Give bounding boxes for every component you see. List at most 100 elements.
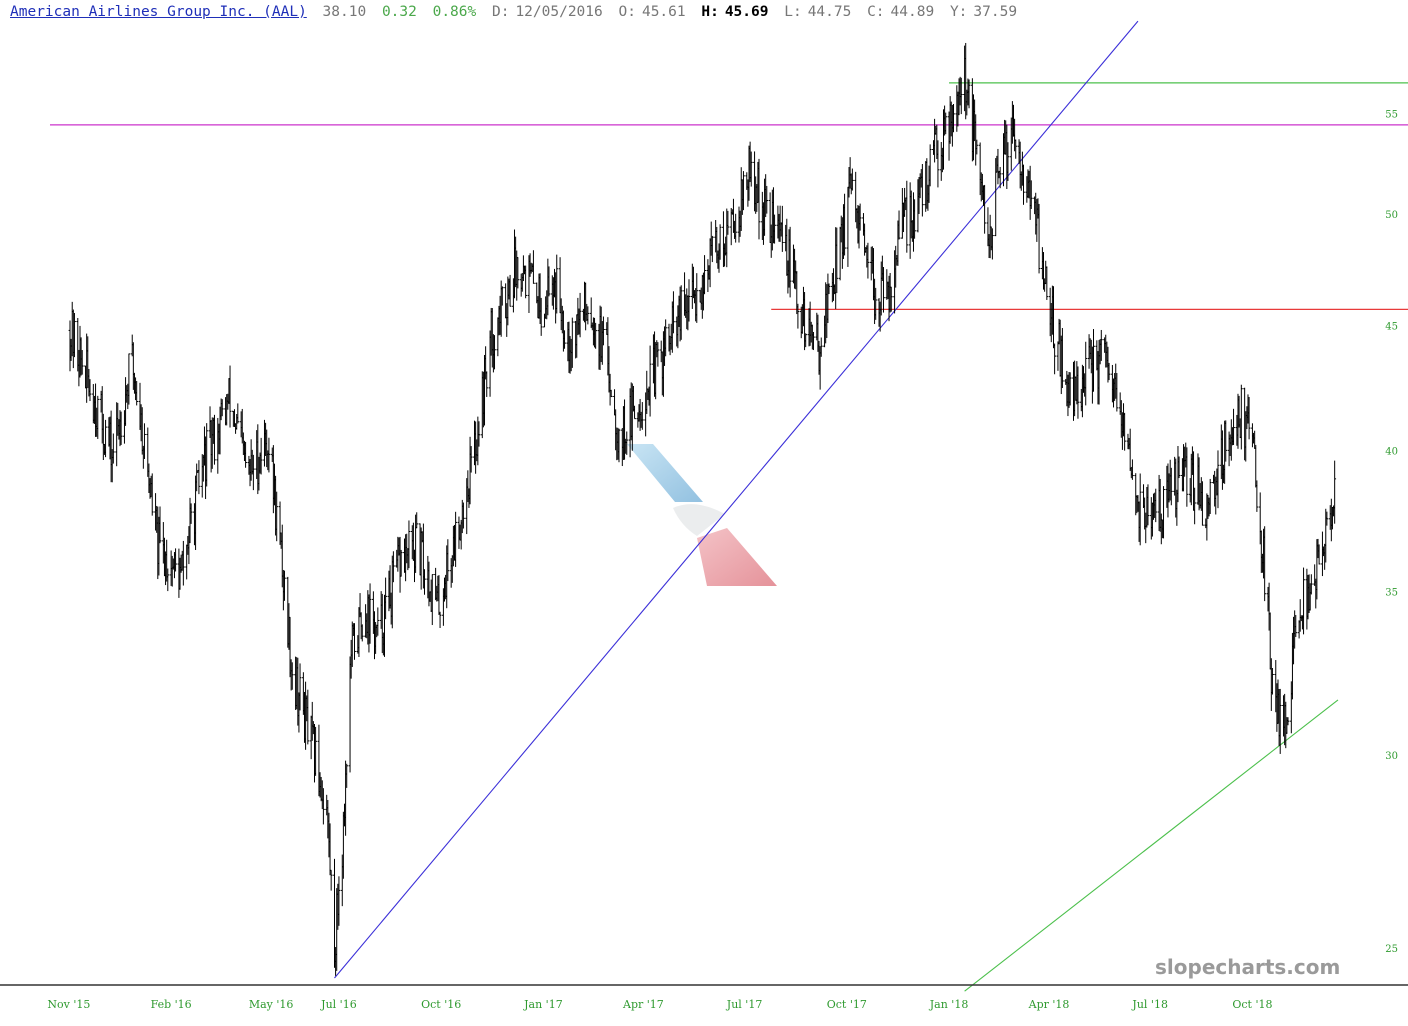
low-value: 44.75 <box>807 4 852 20</box>
ohlc-bar <box>586 306 590 325</box>
ohlc-bar <box>1068 372 1072 406</box>
x-tick-label: Jan '18 <box>929 998 969 1011</box>
ohlc-bar <box>1029 180 1033 209</box>
ohlc-bar <box>1169 467 1173 506</box>
ohlc-bar <box>430 574 434 626</box>
ohlc-bar <box>687 279 691 322</box>
ohlc-bar <box>827 283 831 295</box>
ohlc-bar <box>570 317 574 368</box>
ohlc-bar <box>73 312 76 358</box>
ohlc-bar <box>1333 460 1337 524</box>
ohlc-bar <box>1193 487 1197 525</box>
close-label: C: <box>867 4 885 20</box>
ohlc-bar <box>835 227 839 294</box>
ohlc-bar <box>664 319 668 357</box>
y-readout: Y: 37.59 <box>950 4 1017 20</box>
ohlc-bar <box>119 411 123 445</box>
open-label: O: <box>618 4 636 20</box>
ohlc-bar <box>1037 203 1041 274</box>
ohlc-bar <box>749 151 753 187</box>
ohlc-bar <box>780 205 784 252</box>
ohlc-bar <box>267 437 271 473</box>
close-value: 44.89 <box>890 4 935 20</box>
ohlc-bar <box>88 379 92 402</box>
ohlc-bar <box>353 623 356 660</box>
ohlc-bar <box>788 226 792 298</box>
ohlc-bar <box>135 381 139 406</box>
ohlc-bar <box>757 158 761 240</box>
x-tick-label: Feb '16 <box>151 998 192 1011</box>
ohlc-bar <box>998 166 1002 189</box>
ohlc-bar <box>866 242 870 279</box>
ohlc-bar <box>493 335 496 370</box>
x-axis-ticks: Nov '15 Feb '16 May '16 Jul '16 Oct '16 Jan '… <box>47 998 1272 1011</box>
ohlc-bar <box>236 403 240 424</box>
ohlc-bar <box>695 273 699 323</box>
y-tick-label: 50 <box>1385 210 1398 221</box>
ohlc-bar <box>1154 488 1158 523</box>
ohlc-bar <box>368 583 372 644</box>
ohlc-bar <box>539 297 543 336</box>
ohlc-bar <box>726 210 730 235</box>
ohlc-bar <box>1309 574 1313 595</box>
ohlc-bar <box>384 577 388 620</box>
ohlc-bar <box>928 144 932 187</box>
trendline-green <box>964 699 1339 992</box>
ohlc-bar <box>174 548 177 572</box>
ohlc-bar <box>1286 717 1290 726</box>
ohlc-bar <box>1053 343 1057 375</box>
ohlc-bar <box>578 292 582 338</box>
ohlc-bar <box>1060 328 1064 389</box>
x-tick-label: Jul '18 <box>1131 998 1168 1011</box>
ohlc-bar <box>625 431 629 455</box>
ohlc-bar <box>858 203 862 231</box>
ohlc-bar <box>80 350 84 375</box>
ohlc-bar <box>804 333 808 348</box>
ohlc-bar <box>959 77 963 115</box>
ohlc-bar <box>703 255 706 295</box>
last-price: 38.10 <box>322 4 367 20</box>
ohlc-bar <box>563 330 566 349</box>
ohlc-bar <box>1224 420 1228 462</box>
ohlc-bar <box>189 503 193 524</box>
ticker-title-link[interactable]: American Airlines Group Inc. (AAL) <box>10 4 307 20</box>
ohlc-bar <box>1022 164 1025 205</box>
ohlc-bar <box>1162 486 1165 539</box>
y-tick-label: 45 <box>1385 322 1398 333</box>
ohlc-bar <box>524 265 528 299</box>
date-value: 12/05/2016 <box>515 4 603 20</box>
ohlc-bar <box>150 473 154 516</box>
ohlc-bar <box>220 399 224 417</box>
ohlc-bar <box>360 624 364 642</box>
ohlc-bar <box>337 876 341 926</box>
ohlc-bar <box>850 168 854 191</box>
ohlc-bar <box>104 419 107 458</box>
ohlc-bar <box>96 395 100 439</box>
ohlc-bar <box>166 568 170 592</box>
ohlc-bar <box>1185 447 1189 507</box>
ohlc-bar <box>555 254 559 314</box>
ohlc-bar <box>1201 481 1204 526</box>
ohlc-bar <box>594 322 598 349</box>
ohlc-bar <box>710 235 714 263</box>
ohlc-bar <box>1076 366 1080 419</box>
ohlc-bar <box>407 520 411 569</box>
ohlc-bar <box>446 539 450 582</box>
ohlc-bar <box>936 140 940 188</box>
high-label: H: <box>701 4 719 20</box>
ohlc-bar <box>454 511 458 567</box>
ohlc-bar <box>944 112 948 135</box>
ohlc-bar <box>1263 526 1267 602</box>
ohlc-bar <box>765 185 769 214</box>
ohlc-bar <box>391 551 395 583</box>
ohlc-bar <box>633 405 636 420</box>
ohlc-bar <box>648 345 652 417</box>
ohlc-bar <box>874 287 878 320</box>
ohlc-bar <box>500 286 504 306</box>
ohlc-bar <box>882 267 885 313</box>
ohlc-bar <box>897 210 901 240</box>
ohlc-bar <box>819 337 823 357</box>
x-tick-label: May '16 <box>249 998 294 1011</box>
ohlc-bar <box>298 663 302 711</box>
